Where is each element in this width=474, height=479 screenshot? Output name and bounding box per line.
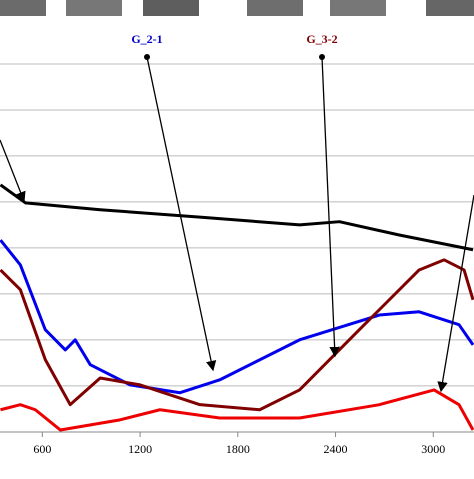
- x-tick-label: 1200: [128, 442, 152, 456]
- x-tick-label: 1800: [226, 442, 250, 456]
- thumbnails: [0, 0, 474, 16]
- series-line: [0, 258, 474, 412]
- arrow-dot: [319, 54, 325, 60]
- series-line: [0, 388, 474, 432]
- x-tick-label: 600: [33, 442, 51, 456]
- annotation: G_3-2: [306, 32, 337, 46]
- arrow-dot: [144, 54, 150, 60]
- x-tick-label: 2400: [324, 442, 348, 456]
- series-line: [0, 183, 474, 252]
- x-tick-label: 3000: [421, 442, 445, 456]
- series-line: [0, 239, 474, 395]
- arrows: [0, 56, 474, 393]
- annotation: G_2-1: [131, 32, 162, 46]
